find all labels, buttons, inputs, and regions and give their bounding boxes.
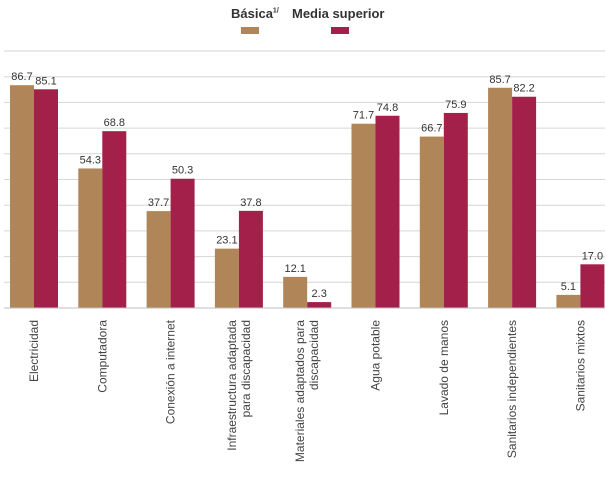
data-label-basica: 5.1 bbox=[561, 281, 576, 293]
bar-basica bbox=[351, 123, 376, 308]
bar-media-superior bbox=[34, 89, 58, 308]
data-label-media-superior: 82.2 bbox=[513, 83, 534, 95]
bar-media-superior bbox=[443, 112, 468, 308]
data-label-basica: 86.7 bbox=[11, 71, 32, 83]
bar-media-superior bbox=[512, 96, 537, 308]
legend: Básica1/ Media superior bbox=[0, 6, 607, 36]
bar-basica bbox=[10, 85, 34, 308]
data-label-media-superior: 75.9 bbox=[445, 99, 466, 111]
data-label-media-superior: 74.8 bbox=[377, 102, 398, 114]
data-label-media-superior: 85.1 bbox=[35, 75, 56, 87]
bar-basica bbox=[419, 136, 444, 308]
category-label: Sanitarios mixtos bbox=[573, 320, 587, 411]
bar-media-superior bbox=[170, 178, 195, 308]
category-label-line: Materiales adaptados para bbox=[293, 320, 307, 462]
data-label-media-superior: 2.3 bbox=[312, 288, 327, 300]
bar-media-superior bbox=[238, 210, 263, 308]
bar-basica bbox=[146, 211, 171, 308]
category-label: Agua potable bbox=[369, 320, 383, 391]
data-label-basica: 12.1 bbox=[284, 263, 305, 275]
bar-media-superior bbox=[307, 302, 332, 308]
category-label-line: Agua potable bbox=[369, 320, 383, 391]
bar-basica bbox=[214, 248, 239, 308]
data-label-basica: 23.1 bbox=[216, 235, 237, 247]
category-label-line: Lavado de manos bbox=[437, 320, 451, 415]
data-label-media-superior: 17.0 bbox=[582, 250, 603, 262]
bar-basica bbox=[78, 168, 103, 308]
data-label-media-superior: 37.8 bbox=[240, 197, 261, 209]
category-label-line: Sanitarios independientes bbox=[505, 320, 519, 458]
bar-media-superior bbox=[580, 264, 605, 308]
data-label-media-superior: 68.8 bbox=[104, 117, 125, 129]
data-label-media-superior: 50.3 bbox=[172, 165, 193, 177]
category-label-line: para discapacidad bbox=[239, 320, 253, 417]
legend-swatch-media-superior bbox=[331, 27, 349, 34]
bar-basica bbox=[488, 87, 513, 308]
category-label: Infraestructura adaptada para discapacida… bbox=[225, 320, 253, 451]
category-label: Conexión a internet bbox=[164, 319, 178, 424]
data-label-basica: 37.7 bbox=[148, 197, 169, 209]
bar-basica bbox=[556, 294, 581, 308]
category-label: Sanitarios independientes bbox=[505, 320, 519, 458]
category-label-line: Electricidad bbox=[27, 320, 41, 382]
legend-label-media-superior: Media superior bbox=[292, 6, 385, 21]
category-label-line: Sanitarios mixtos bbox=[573, 320, 587, 411]
category-label-line: discapacidad bbox=[307, 320, 321, 390]
bar-media-superior bbox=[102, 131, 127, 308]
category-label: Computadora bbox=[95, 320, 109, 393]
category-label: Electricidad bbox=[27, 320, 41, 382]
category-label: Materiales adaptados para discapacidad bbox=[293, 320, 321, 462]
data-label-basica: 66.7 bbox=[421, 123, 442, 135]
category-label-line: Infraestructura adaptada bbox=[225, 320, 239, 451]
category-label: Lavado de manos bbox=[437, 320, 451, 415]
category-label-line: Conexión a internet bbox=[164, 319, 178, 424]
data-label-basica: 54.3 bbox=[80, 154, 101, 166]
bar-media-superior bbox=[375, 115, 400, 308]
bar-basica bbox=[283, 276, 308, 308]
legend-label-basica: Básica1/ bbox=[231, 6, 279, 21]
data-label-basica: 71.7 bbox=[353, 110, 374, 122]
category-label-line: Computadora bbox=[95, 320, 109, 393]
data-label-basica: 85.7 bbox=[489, 74, 510, 86]
legend-swatch-basica bbox=[241, 27, 259, 34]
